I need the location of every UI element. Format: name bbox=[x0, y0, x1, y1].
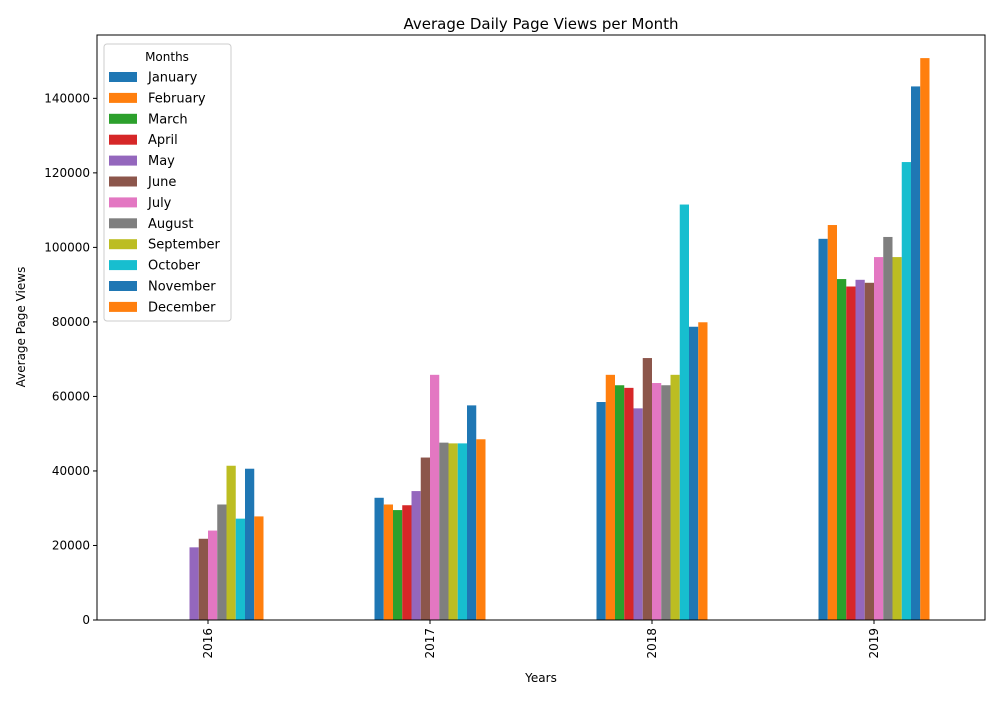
bar-july-2017 bbox=[430, 374, 440, 620]
legend-label: May bbox=[148, 154, 175, 169]
bar-july-2018 bbox=[652, 383, 662, 620]
legend-swatch bbox=[109, 197, 137, 208]
bar-december-2019 bbox=[920, 58, 930, 621]
legend-swatch bbox=[109, 155, 137, 166]
legend-swatch bbox=[109, 92, 137, 103]
bar-november-2019 bbox=[911, 86, 921, 621]
legend-swatch bbox=[109, 281, 137, 291]
bar-april-2019 bbox=[846, 286, 856, 620]
legend-label: June bbox=[147, 175, 176, 190]
bar-march-2017 bbox=[393, 510, 403, 620]
legend-swatch bbox=[109, 134, 137, 145]
y-tick-label: 20000 bbox=[52, 538, 90, 552]
bar-november-2017 bbox=[467, 405, 477, 620]
legend-label: February bbox=[148, 91, 206, 106]
bar-september-2016 bbox=[226, 465, 236, 620]
legend-box bbox=[103, 43, 232, 322]
bar-august-2018 bbox=[661, 385, 671, 620]
bar-may-2019 bbox=[855, 279, 865, 620]
bar-october-2019 bbox=[901, 162, 911, 620]
bar-june-2016 bbox=[198, 538, 208, 620]
legend-swatch bbox=[109, 301, 137, 312]
bar-june-2017 bbox=[420, 457, 430, 620]
bar-january-2017 bbox=[374, 497, 384, 620]
legend-label: August bbox=[148, 217, 194, 232]
bar-june-2018 bbox=[642, 358, 652, 620]
bar-august-2016 bbox=[217, 504, 227, 620]
bar-december-2018 bbox=[698, 322, 708, 620]
bar-august-2017 bbox=[439, 442, 449, 620]
chart-title: Average Daily Page Views per Month bbox=[403, 15, 678, 33]
bar-september-2019 bbox=[892, 257, 902, 620]
y-tick-label: 60000 bbox=[52, 389, 90, 403]
legend-swatch bbox=[109, 113, 137, 124]
bar-february-2018 bbox=[605, 374, 615, 620]
bar-november-2018 bbox=[689, 326, 699, 620]
bar-january-2018 bbox=[596, 402, 606, 620]
legend-swatch bbox=[109, 260, 137, 271]
legend-swatch bbox=[109, 239, 137, 250]
bar-september-2018 bbox=[670, 374, 680, 620]
bar-november-2016 bbox=[245, 468, 255, 620]
y-axis-label: Average Page Views bbox=[14, 267, 28, 388]
bar-april-2018 bbox=[624, 387, 634, 620]
bar-october-2016 bbox=[235, 518, 245, 620]
x-axis-label: Years bbox=[524, 671, 557, 685]
bar-october-2017 bbox=[457, 443, 467, 620]
bar-august-2019 bbox=[883, 236, 893, 620]
x-tick-label: 2019 bbox=[867, 628, 881, 659]
bar-may-2018 bbox=[633, 408, 643, 620]
legend-swatch bbox=[109, 218, 137, 229]
y-tick-label: 100000 bbox=[44, 240, 90, 254]
bar-march-2019 bbox=[837, 279, 847, 620]
legend-label: December bbox=[148, 300, 216, 315]
x-tick-label: 2017 bbox=[423, 628, 437, 659]
legend-swatch bbox=[109, 176, 137, 187]
legend-label: October bbox=[148, 259, 201, 274]
legend-title: Months bbox=[145, 50, 189, 64]
bar-september-2017 bbox=[448, 443, 458, 620]
bar-april-2017 bbox=[402, 505, 412, 620]
plot-frame bbox=[96, 34, 986, 621]
y-tick-label: 0 bbox=[82, 613, 90, 627]
bar-october-2018 bbox=[679, 204, 689, 621]
y-tick-label: 40000 bbox=[52, 464, 90, 478]
legend-label: September bbox=[148, 238, 221, 253]
bar-june-2019 bbox=[864, 282, 874, 620]
legend-label: November bbox=[148, 280, 216, 295]
legend-swatch bbox=[109, 72, 137, 82]
y-tick-label: 80000 bbox=[52, 315, 90, 329]
bar-february-2019 bbox=[827, 225, 837, 620]
bar-december-2017 bbox=[476, 439, 486, 620]
bar-july-2019 bbox=[874, 257, 884, 620]
bar-december-2016 bbox=[254, 516, 264, 620]
bar-february-2017 bbox=[383, 504, 393, 620]
bar-march-2018 bbox=[615, 385, 625, 620]
bar-may-2016 bbox=[189, 547, 199, 620]
legend: Months January February March April May June J… bbox=[103, 43, 232, 322]
legend-label: July bbox=[147, 196, 172, 211]
y-tick-label: 120000 bbox=[44, 166, 90, 180]
legend-label: March bbox=[148, 112, 188, 127]
bar-january-2019 bbox=[818, 238, 828, 620]
bar-july-2016 bbox=[208, 530, 218, 620]
bar-may-2017 bbox=[411, 491, 421, 620]
plot-area: 0 20000 40000 60000 80000 100000 120000 140000 2… bbox=[44, 58, 930, 659]
legend-label: April bbox=[148, 133, 178, 148]
y-tick-label: 140000 bbox=[44, 91, 90, 105]
legend-label: January bbox=[147, 71, 198, 86]
x-tick-label: 2018 bbox=[645, 628, 659, 659]
x-tick-label: 2016 bbox=[201, 628, 215, 659]
